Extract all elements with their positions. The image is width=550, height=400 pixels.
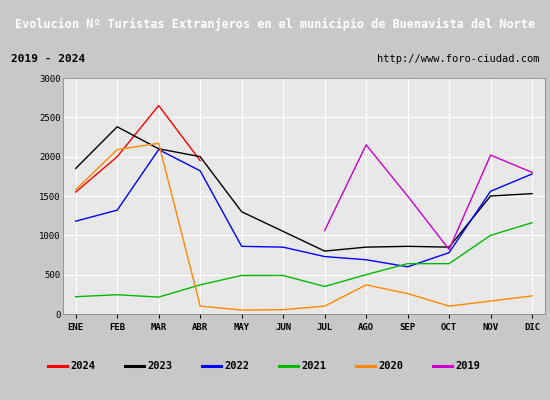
- Text: http://www.foro-ciudad.com: http://www.foro-ciudad.com: [377, 54, 539, 64]
- Text: 2019 - 2024: 2019 - 2024: [11, 54, 85, 64]
- Text: 2020: 2020: [378, 361, 403, 371]
- Text: 2019: 2019: [455, 361, 480, 371]
- Text: Evolucion Nº Turistas Extranjeros en el municipio de Buenavista del Norte: Evolucion Nº Turistas Extranjeros en el …: [15, 18, 535, 30]
- Text: 2022: 2022: [224, 361, 249, 371]
- Text: 2023: 2023: [147, 361, 172, 371]
- Text: 2024: 2024: [70, 361, 95, 371]
- Text: 2021: 2021: [301, 361, 326, 371]
